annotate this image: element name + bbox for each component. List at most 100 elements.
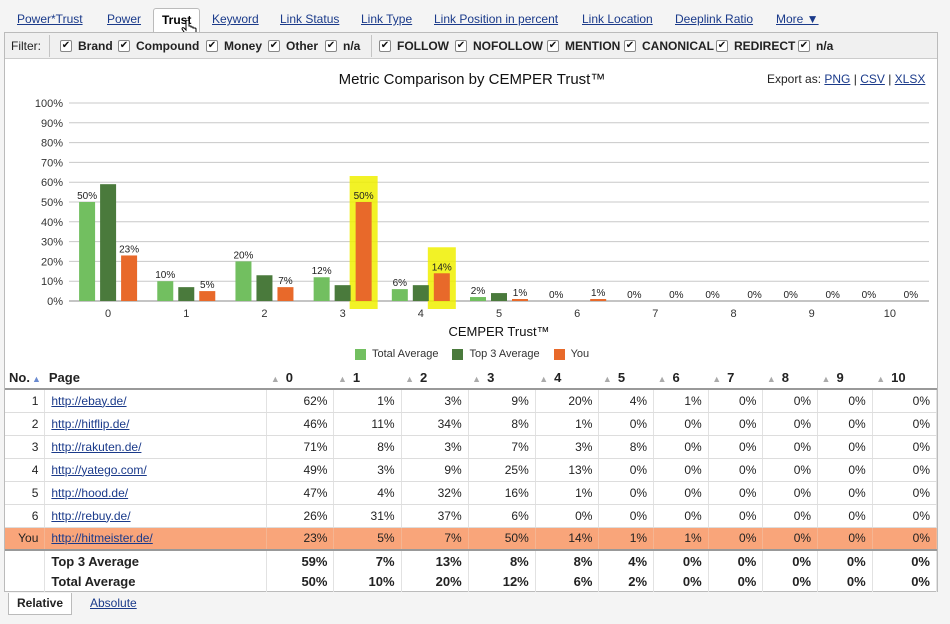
chart-bar[interactable]	[470, 297, 486, 301]
chart-bar[interactable]	[277, 287, 294, 301]
data-label: 0%	[627, 290, 642, 301]
chart-bar[interactable]	[121, 255, 138, 301]
chart-bar[interactable]	[355, 202, 372, 301]
y-tick-label: 40%	[41, 217, 63, 229]
chart-bar[interactable]	[157, 281, 174, 301]
chart-bar[interactable]	[313, 277, 330, 301]
value-cell: 26%	[266, 504, 335, 528]
filter-redirect-checkbox[interactable]: ✔ REDIRECT	[716, 38, 795, 54]
column-header[interactable]: ▲ 1	[333, 367, 402, 390]
column-header[interactable]: ▲ 6	[653, 367, 709, 390]
filter-follow-checkbox[interactable]: ✔ FOLLOW	[379, 38, 449, 54]
table-row: 5 http://hood.de/47% 4% 32% 16% 1% 0% 0% 0% 0% 0% 0…	[5, 481, 938, 505]
chart-bar[interactable]	[491, 293, 507, 301]
chart-bar[interactable]	[199, 291, 216, 301]
trust-table: No. ▲ Page ▲ 0 ▲ 1 ▲ 2 ▲ 3 ▲ 4 ▲ 5 ▲ 6 ▲ 7 ▲ 8 ▲ 9 ▲ 10 1 http://…	[5, 367, 938, 592]
tab-keyword[interactable]: Keyword	[212, 12, 259, 26]
chart-bar[interactable]	[391, 289, 408, 301]
legend-item[interactable]: Top 3 Average	[452, 348, 540, 360]
filter-na-checkbox[interactable]: ✔ n/a	[325, 38, 360, 54]
column-header[interactable]: ▲ 7	[708, 367, 763, 390]
export-csv-link[interactable]: CSV	[860, 72, 885, 86]
page-link[interactable]: http://rakuten.de/	[51, 439, 142, 454]
column-header[interactable]: ▲ 8	[762, 367, 818, 390]
value-cell: 37%	[401, 504, 469, 528]
checkmark-icon: ✔	[379, 40, 391, 52]
chart-bar[interactable]	[256, 275, 273, 301]
y-tick-label: 60%	[41, 177, 63, 189]
column-header[interactable]: ▲ 4	[535, 367, 599, 390]
filter-divider	[371, 35, 372, 57]
page-link[interactable]: http://hood.de/	[51, 485, 129, 500]
tab-link-position[interactable]: Link Position in percent	[434, 12, 559, 26]
value-cell: 0%	[708, 412, 764, 436]
filter-other-checkbox[interactable]: ✔ Other	[268, 38, 318, 54]
value-cell: 0%	[817, 412, 873, 436]
value-cell: 8%	[333, 435, 402, 459]
filter-mention-checkbox[interactable]: ✔ MENTION	[547, 38, 620, 54]
tab-relative[interactable]: Relative	[8, 593, 73, 615]
filter-money-checkbox[interactable]: ✔ Money	[206, 38, 262, 54]
page-link[interactable]: http://hitmeister.de/	[51, 531, 153, 546]
column-header[interactable]: ▲ 2	[401, 367, 469, 390]
legend-item[interactable]: You	[553, 348, 589, 360]
tab-link-location[interactable]: Link Location	[582, 12, 653, 26]
filter-na2-checkbox[interactable]: ✔ n/a	[798, 38, 833, 54]
data-label: 0%	[862, 290, 877, 301]
summary-value: 12%	[468, 571, 536, 592]
chart-bar[interactable]	[178, 287, 195, 301]
tab-link-type[interactable]: Link Type	[361, 12, 413, 26]
column-header[interactable]: ▲ 9	[817, 367, 873, 390]
tab-power[interactable]: Power	[107, 12, 142, 26]
summary-value: 7%	[333, 549, 402, 571]
column-header[interactable]: ▲ 0	[266, 367, 334, 390]
tab-power-trust[interactable]: Power*Trust	[17, 12, 83, 26]
value-cell: 0%	[598, 481, 655, 505]
column-header[interactable]: ▲ 10	[872, 367, 937, 390]
filter-option-label: MENTION	[565, 39, 621, 53]
checkmark-icon: ✔	[325, 40, 337, 52]
export-png-link[interactable]: PNG	[824, 72, 851, 86]
y-tick-label: 100%	[35, 98, 63, 110]
page-link[interactable]: http://hitflip.de/	[51, 416, 130, 431]
filter-brand-checkbox[interactable]: ✔ Brand	[60, 38, 113, 54]
filter-compound-checkbox[interactable]: ✔ Compound	[118, 38, 199, 54]
chart-bar[interactable]	[433, 273, 450, 301]
x-tick-label: 7	[652, 308, 658, 320]
sort-icon: ▲	[766, 374, 776, 384]
page-link[interactable]: http://rebuy.de/	[51, 508, 131, 523]
column-header[interactable]: Page	[44, 367, 267, 390]
page-link[interactable]: http://ebay.de/	[51, 393, 127, 408]
page-link[interactable]: http://yatego.com/	[51, 462, 147, 477]
tab-more[interactable]: More ▼	[776, 12, 819, 26]
page-cell: http://ebay.de/	[44, 389, 268, 413]
chart-bar[interactable]	[235, 261, 252, 301]
data-label: 0%	[904, 290, 919, 301]
summary-value: 59%	[266, 549, 335, 571]
tab-trust[interactable]: Trust	[153, 8, 201, 34]
tab-absolute[interactable]: Absolute	[90, 596, 137, 610]
chart-bar[interactable]	[100, 184, 117, 301]
export-xlsx-link[interactable]: XLSX	[894, 72, 926, 86]
chart-bar[interactable]	[512, 299, 528, 301]
filter-canonical-checkbox[interactable]: ✔ CANONICAL	[624, 38, 714, 54]
chart-bar[interactable]	[590, 299, 607, 301]
legend-item[interactable]: Total Average	[355, 348, 438, 360]
summary-value: 13%	[401, 549, 469, 571]
value-cell: 7%	[401, 527, 469, 551]
tab-link-status[interactable]: Link Status	[280, 12, 340, 26]
chart-bar[interactable]	[334, 285, 351, 301]
chart-bar[interactable]	[412, 285, 429, 301]
chart-bar[interactable]	[79, 202, 96, 301]
value-cell: 0%	[708, 389, 764, 413]
x-tick-label: 3	[340, 308, 346, 320]
value-cell: 0%	[653, 435, 709, 459]
column-header[interactable]: ▲ 5	[598, 367, 654, 390]
y-tick-label: 80%	[41, 138, 63, 150]
filter-nofollow-checkbox[interactable]: ✔ NOFOLLOW	[455, 38, 543, 54]
value-cell: 0%	[762, 435, 819, 459]
value-cell: 0%	[872, 504, 938, 528]
column-header[interactable]: No. ▲	[5, 367, 45, 390]
column-header[interactable]: ▲ 3	[468, 367, 536, 390]
tab-deeplink-ratio[interactable]: Deeplink Ratio	[675, 12, 754, 26]
